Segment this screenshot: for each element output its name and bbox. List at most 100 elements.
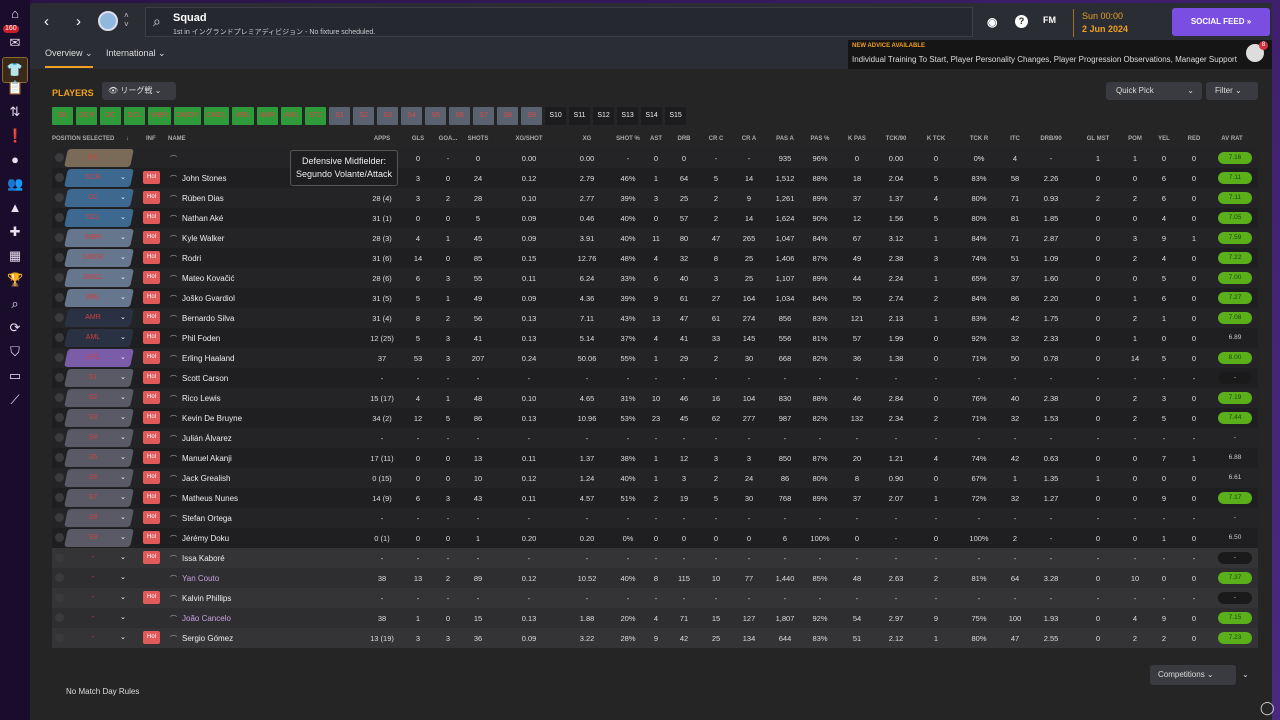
table-row[interactable]: DMCR ⌄ Hol ⌒ Rodri 31 (6) 14 0 85 0.15 12.76 48% 4 32… [52,248,1258,268]
select-checkbox[interactable] [55,393,64,402]
select-checkbox[interactable] [55,333,64,342]
select-checkbox[interactable] [55,213,64,222]
position-chip[interactable]: S10 [545,107,567,125]
position-chip[interactable]: S15 [665,107,687,125]
tab-international[interactable]: International ⌄ [106,48,166,58]
position-chip[interactable]: S9 [521,107,543,125]
table-row[interactable]: S3 ⌄ Hol ⌒ Kevin De Bruyne 34 (2) 12 5 86 0.13 10.… [52,408,1258,428]
position-chip[interactable]: AML [281,107,303,125]
table-row[interactable]: DMCL ⌄ Hol ⌒ Mateo Kovačić 28 (6) 6 3 55 0.11 6.24… [52,268,1258,288]
select-checkbox[interactable] [55,513,64,522]
table-row[interactable]: DCL ⌄ Hol ⌒ Nathan Aké 31 (1) 0 0 5 0.09 0.46 40% 0 5… [52,208,1258,228]
chevron-down-icon[interactable]: ⌄ [120,594,126,601]
back-button[interactable]: ‹ [44,13,49,30]
position-chip[interactable]: S5 [425,107,447,125]
page-search-bar[interactable]: ⌕ Squad 1st in イングランドプレミアディビジョン - No fix… [145,7,973,37]
position-chip[interactable]: S6 [449,107,471,125]
table-row[interactable]: - ⌄ ⌒ Yan Couto 38 13 2 89 0.12 10.52 40% 8 115 10 77 1… [52,568,1258,588]
player-name[interactable]: John Stones [182,174,227,183]
column-header[interactable]: NAME [168,136,186,142]
position-chip[interactable]: S13 [617,107,639,125]
player-name[interactable]: Nathan Aké [182,214,224,223]
chevron-down-icon[interactable]: ⌄ [120,214,126,221]
select-checkbox[interactable] [55,633,64,642]
chevron-down-icon[interactable]: ⌄ [120,474,126,481]
squad-icon[interactable]: 👕 [2,57,28,83]
select-checkbox[interactable] [55,193,64,202]
column-header[interactable]: DRB/90 [1040,136,1062,142]
column-header[interactable]: PAS % [810,136,830,142]
table-row[interactable]: STC ⌄ Hol ⌒ Erling Haaland 37 53 3 207 0.24 50.06 5… [52,348,1258,368]
position-chip[interactable]: S3 [377,107,399,125]
select-checkbox[interactable] [55,533,64,542]
player-name[interactable]: Stefan Ortega [182,514,232,523]
column-header[interactable]: K TCK [926,136,946,142]
chevron-down-icon[interactable]: ⌄ [120,354,126,361]
chevron-down-icon[interactable]: ⌄ [120,514,126,521]
table-row[interactable]: WBL ⌄ Hol ⌒ Joško Gvardiol 31 (5) 5 1 49 0.09 4.36… [52,288,1258,308]
tab-overview[interactable]: Overview ⌄ [45,48,93,68]
player-name[interactable]: Yan Couto [182,574,220,583]
table-row[interactable]: AMR ⌄ Hol ⌒ Bernardo Silva 31 (4) 8 2 56 0.13 7.11… [52,308,1258,328]
column-header[interactable]: PAS A [776,136,794,142]
chevron-down-icon[interactable]: ⌄ [120,174,126,181]
player-name[interactable]: Phil Foden [182,334,221,343]
column-header[interactable]: ITC [1010,136,1020,142]
trophy-icon[interactable]: 🏆 [7,272,24,287]
player-name[interactable]: Rúben Dias [182,194,224,203]
column-header[interactable]: RED [1187,136,1201,142]
select-checkbox[interactable] [55,413,64,422]
position-chip[interactable]: WBR [148,107,171,125]
position-chip[interactable]: S8 [497,107,519,125]
position-chip[interactable]: S12 [593,107,615,125]
column-header[interactable]: TCK R [969,136,989,142]
select-checkbox[interactable] [55,613,64,622]
table-row[interactable]: - ⌄ ⌒ João Cancelo 38 1 0 15 0.13 1.88 20% 4 71 15 127… [52,608,1258,628]
table-row[interactable]: - ⌄ Hol ⌒ Kalvin Phillips - - - - - - - - - - - - - - - - - - -… [52,588,1258,608]
position-chip[interactable]: WBL [232,107,254,125]
column-header[interactable]: GLS [411,136,425,142]
chevron-down-icon[interactable]: ⌄ [120,394,126,401]
chevron-down-icon[interactable]: ⌄ [120,234,126,241]
chevron-down-icon[interactable]: ⌄ [120,334,126,341]
column-header[interactable]: POSITION SELECTED [52,136,115,142]
position-chip[interactable]: AMR [256,107,279,125]
column-header[interactable]: TCK/90 [885,136,907,142]
position-chip[interactable]: S2 [353,107,375,125]
select-checkbox[interactable] [55,373,64,382]
forward-button[interactable]: › [76,13,81,30]
club-switch-chevrons[interactable]: ˄ ˅ [124,11,129,29]
select-checkbox[interactable] [55,453,64,462]
column-header[interactable]: XG/SHOT [515,136,543,142]
table-row[interactable]: S4 ⌄ Hol ⌒ Julián Álvarez - - - - - - - - - - - - - - - - - - -… [52,428,1258,448]
inbox-icon[interactable]: ✉ [9,35,21,50]
select-checkbox[interactable] [55,553,64,562]
column-header[interactable]: YEL [1158,136,1170,142]
table-row[interactable]: S6 ⌄ Hol ⌒ Jack Grealish 0 (15) 0 0 10 0.12 1.24 40… [52,468,1258,488]
player-name[interactable]: Kyle Walker [182,234,225,243]
chevron-down-icon[interactable]: ⌄ [120,414,126,421]
column-header[interactable]: SHOTS [467,136,489,142]
table-row[interactable]: AML ⌄ Hol ⌒ Phil Foden 12 (25) 5 3 41 0.13 5.14 37%… [52,328,1258,348]
player-name[interactable]: Scott Carson [182,374,229,383]
quick-pick-button[interactable]: Quick Pick ⌄ [1106,82,1202,100]
globe-icon[interactable]: ◉ [987,15,998,29]
column-header[interactable]: AST [650,136,662,142]
player-name[interactable]: Rodri [182,254,202,263]
table-row[interactable]: S8 ⌄ Hol ⌒ Stefan Ortega - - - - - - - - - - - - - - - - - - - -… [52,508,1258,528]
player-name[interactable]: Manuel Akanji [182,454,232,463]
ball-icon[interactable]: ● [11,152,19,167]
chevron-down-icon[interactable]: ⌄ [120,314,126,321]
column-header[interactable]: INF [146,136,156,142]
column-header[interactable]: GL MST [1086,136,1110,142]
select-checkbox[interactable] [55,253,64,262]
player-name[interactable]: Kevin De Bruyne [182,414,243,423]
position-chip[interactable]: S4 [401,107,423,125]
table-row[interactable]: - ⌄ Hol ⌒ Sergio Gómez 13 (19) 3 3 36 0.09 3.22 28%… [52,628,1258,648]
competitions-select[interactable]: Competitions ⌄ [1150,665,1236,685]
player-name[interactable]: Mateo Kovačić [182,274,235,283]
select-checkbox[interactable] [55,353,64,362]
table-row[interactable]: S9 ⌄ Hol ⌒ Jérémy Doku 0 (1) 0 0 1 0.20 0.20 0% 0 0 0 0… [52,528,1258,548]
chevron-down-icon[interactable]: ⌄ [120,294,126,301]
player-name[interactable]: Bernardo Silva [182,314,235,323]
